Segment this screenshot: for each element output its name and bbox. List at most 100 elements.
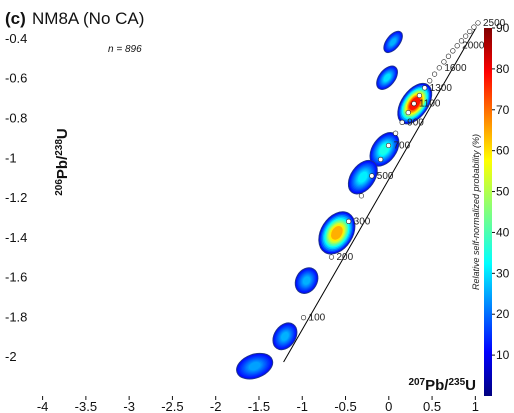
concordia-age-marker [358, 193, 365, 199]
colorbar-tick-label: 50 [496, 185, 510, 199]
concordia-age-marker [467, 28, 473, 35]
y-tick-label: -1.2 [5, 190, 27, 205]
concordia-age-label: 2000 [462, 41, 485, 52]
x-tick-label: -0.5 [334, 399, 356, 413]
chart-title: NM8A (No CA) [32, 9, 144, 28]
concordia-age-marker [475, 20, 481, 26]
x-label-elem: Pb [425, 377, 444, 394]
sample-count: n = 896 [108, 44, 142, 55]
density-contour [390, 38, 397, 46]
density-blob [383, 30, 403, 54]
concordia-age-marker [411, 101, 417, 107]
concordia-age-marker [431, 71, 438, 77]
density-blob [294, 267, 319, 294]
colorbar-label: Relative self-normalized probability (%) [471, 134, 481, 290]
concordia-age-marker [300, 315, 307, 321]
density-field [236, 30, 433, 380]
colorbar-ticks: 10 20 30 40 50 60 70 80 90 [492, 21, 510, 362]
density-blob [347, 159, 378, 195]
colorbar [484, 28, 492, 396]
concordia-age-marker [405, 109, 411, 116]
density-blob [318, 211, 356, 255]
concordia-age-label: 1100 [419, 99, 441, 110]
y-tick-label: -0.6 [5, 71, 27, 86]
concordia-age-marker [471, 24, 477, 30]
x-label-iso: 207 [408, 377, 425, 388]
concordia-age-marker [422, 85, 428, 91]
x-tick-label: -4 [37, 399, 49, 413]
concordia-age-label: 300 [354, 216, 371, 227]
y-axis-label: 206Pb/238U [54, 128, 72, 196]
concordia-age-label: 700 [394, 140, 411, 151]
y-label-elem2: U [54, 128, 71, 139]
concordia-line [283, 28, 477, 363]
colorbar-tick-label: 70 [496, 103, 510, 117]
x-tick-label: -2 [210, 399, 222, 413]
y-label-elem: Pb [54, 160, 71, 179]
concordia-age-label: 1600 [444, 63, 467, 74]
y-tick-label: -0.4 [5, 31, 27, 46]
concordia-age-marker [393, 130, 399, 136]
concordia-age-marker [346, 218, 352, 224]
concordia-age-label: 1300 [430, 83, 453, 94]
x-tick-label: -1.5 [248, 399, 270, 413]
colorbar-tick-label: 60 [496, 144, 510, 158]
y-tick-label: -1.8 [5, 309, 27, 324]
concordia-age-marker [450, 48, 456, 54]
x-label-slash: / [444, 377, 449, 394]
concordia-age-marker [328, 254, 335, 260]
x-tick-label: -3.5 [75, 399, 97, 413]
concordia-age-label: 900 [407, 117, 424, 128]
x-label-elem2: U [465, 377, 476, 394]
concordia-markers [300, 20, 481, 321]
x-axis-ticks: -4 -3.5 -3 -2.5 -2 -1.5 -1 -0.5 0 0.5 1 [37, 396, 479, 413]
x-tick-label: 0.5 [423, 399, 441, 413]
density-contour [331, 226, 343, 240]
colorbar-tick-label: 10 [496, 348, 510, 362]
y-label-iso: 206 [54, 179, 65, 196]
panel-label: (c) [5, 9, 26, 28]
concordia-age-marker [427, 78, 433, 84]
colorbar-tick-label: 40 [496, 225, 510, 239]
concordia-age-marker [399, 119, 405, 125]
x-label-iso2: 235 [448, 377, 465, 388]
density-contour [248, 361, 261, 371]
concordia-age-labels: 100 200 300 500 700 900 1100 1300 1600 2000 2500 [309, 18, 506, 324]
density-blob [272, 322, 298, 351]
y-tick-label: -1.4 [5, 230, 27, 245]
density-contour [302, 276, 311, 285]
colorbar-tick-label: 90 [496, 21, 510, 35]
concordia-age-label: 500 [377, 171, 394, 182]
colorbar-tick-label: 30 [496, 266, 510, 280]
x-tick-label: 1 [472, 399, 479, 413]
y-tick-label: -0.8 [5, 111, 27, 126]
y-tick-label: -1 [5, 150, 17, 165]
concordia-age-marker [445, 53, 452, 59]
density-contour [358, 171, 368, 183]
x-tick-label: -1 [296, 399, 308, 413]
colorbar-tick-label: 80 [496, 62, 510, 76]
density-blob [236, 352, 274, 380]
x-axis-label: 207Pb/235U [408, 377, 476, 395]
concordia-age-label: 200 [336, 252, 353, 263]
y-label-slash: / [54, 155, 71, 160]
x-tick-label: -2.5 [161, 399, 183, 413]
x-tick-label: -3 [123, 399, 135, 413]
density-blob [376, 65, 398, 90]
concordia-age-marker [441, 59, 447, 65]
x-tick-label: 0 [385, 399, 392, 413]
colorbar-tick-label: 20 [496, 307, 510, 321]
concordia-age-marker [369, 173, 375, 179]
y-tick-label: -2 [5, 349, 17, 364]
y-label-iso2: 238 [54, 139, 65, 156]
density-contour [383, 73, 391, 82]
concordia-age-label: 100 [309, 313, 326, 324]
concordia-age-marker [463, 33, 469, 39]
concordia-age-marker [454, 43, 460, 49]
y-axis-ticks: -0.4 -0.6 -0.8 -1 -1.2 -1.4 -1.6 -1.8 -2 [5, 31, 27, 364]
concordia-age-label: 2500 [483, 18, 506, 29]
concordia-age-marker [385, 142, 392, 149]
concordia-age-marker [378, 156, 384, 163]
y-tick-label: -1.6 [5, 270, 27, 285]
